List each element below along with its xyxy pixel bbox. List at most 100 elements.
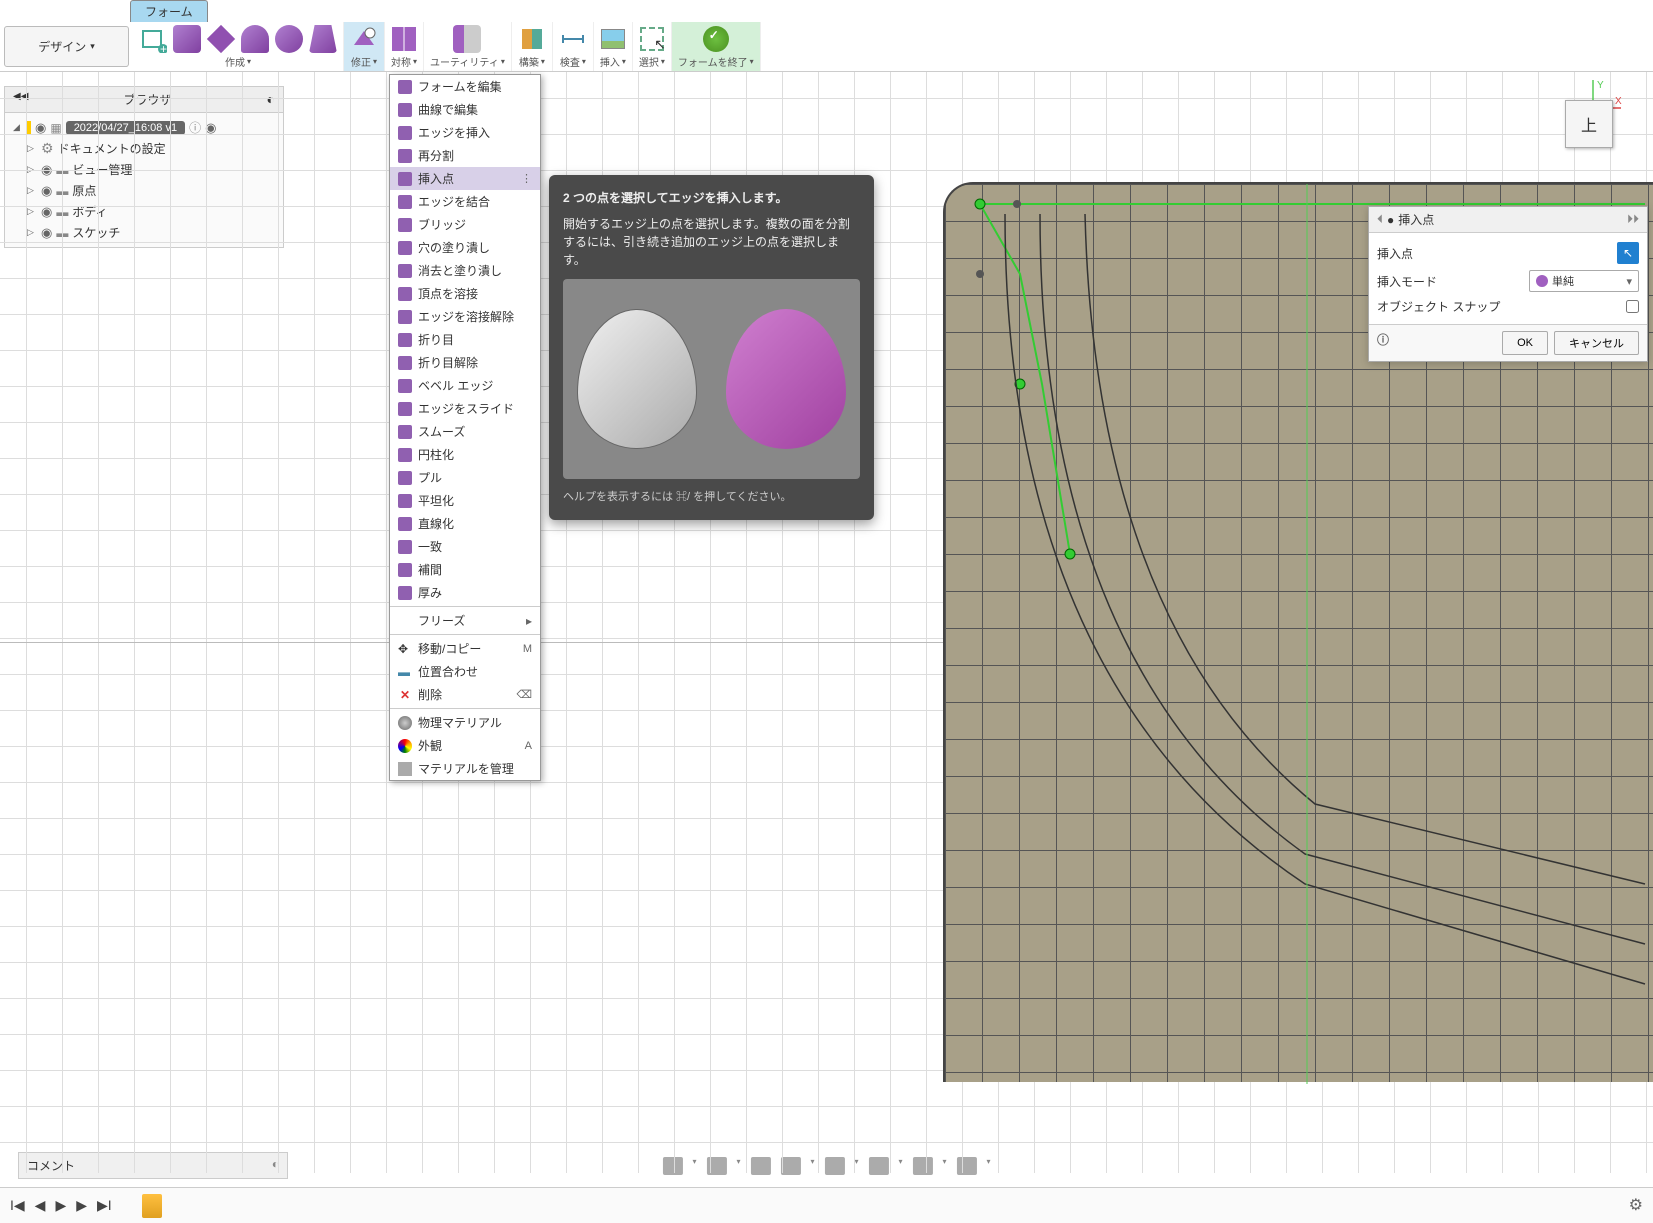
menu-item-20[interactable]: 一致 (390, 535, 540, 558)
edit-form-icon[interactable] (350, 25, 378, 53)
menu-freeze[interactable]: フリーズ (390, 609, 540, 632)
toolgroup-construct[interactable]: 構築 (512, 22, 553, 71)
toolgroup-create[interactable]: + 作成 (133, 22, 344, 71)
snap-checkbox[interactable] (1626, 300, 1639, 313)
menu-item-9[interactable]: 頂点を溶接 (390, 282, 540, 305)
panel-info-icon[interactable]: ⓘ (1377, 331, 1389, 355)
finish-icon[interactable] (703, 26, 729, 52)
menu-item-14[interactable]: エッジをスライド (390, 397, 540, 420)
menu-item-icon (398, 471, 412, 485)
toolgroup-modify[interactable]: 修正 (344, 22, 385, 71)
timeline-feature[interactable] (142, 1194, 162, 1218)
measure-icon[interactable] (559, 25, 587, 53)
timeline-prev[interactable]: ◀ (35, 1197, 46, 1214)
menu-manage-materials[interactable]: マテリアルを管理 (390, 757, 540, 780)
workspace-switcher[interactable]: デザイン ▾ (4, 26, 129, 67)
create-label[interactable]: 作成 (225, 54, 251, 69)
menu-item-4[interactable]: 挿入点⋮ (390, 167, 540, 190)
timeline: I◀ ◀ ▶ ▶ ▶I (0, 1187, 1653, 1223)
sphere-icon[interactable] (275, 25, 303, 53)
modify-label[interactable]: 修正 (351, 54, 377, 69)
appearance-icon (398, 739, 412, 753)
menu-item-icon (398, 195, 412, 209)
utility-label[interactable]: ユーティリティ (430, 54, 505, 69)
vertex-1[interactable] (975, 199, 985, 209)
menu-item-icon (398, 586, 412, 600)
plane-icon[interactable] (207, 25, 235, 53)
menu-item-21[interactable]: 補間 (390, 558, 540, 581)
menu-item-19[interactable]: 直線化 (390, 512, 540, 535)
menu-item-icon (398, 517, 412, 531)
symmetry-label[interactable]: 対称 (391, 54, 417, 69)
panel-header[interactable]: ⏴●挿入点⏵⏵ (1369, 207, 1647, 233)
create-plane-icon[interactable]: + (139, 25, 167, 53)
menu-item-7[interactable]: 穴の塗り潰し (390, 236, 540, 259)
panel-dot-icon: ● (1387, 213, 1394, 227)
toolgroup-select[interactable]: ↖ 選択 (633, 22, 672, 71)
timeline-start[interactable]: I◀ (10, 1197, 25, 1214)
timeline-play[interactable]: ▶ (55, 1197, 66, 1214)
workspace-label: デザイン (38, 38, 86, 55)
insert-label[interactable]: 挿入 (600, 54, 626, 69)
tooltip-body: 開始するエッジ上の点を選択します。複数の面を分割するには、引き続き追加のエッジ上… (563, 215, 860, 269)
menu-item-8[interactable]: 消去と塗り潰し (390, 259, 540, 282)
select-box-icon[interactable]: ↖ (640, 27, 664, 51)
toolgroup-finish[interactable]: フォームを終了 (672, 22, 761, 71)
menu-item-6[interactable]: ブリッジ (390, 213, 540, 236)
physmat-icon (398, 716, 412, 730)
menu-appearance[interactable]: 外観A (390, 734, 540, 757)
menu-item-0[interactable]: フォームを編集 (390, 75, 540, 98)
menu-item-icon (398, 333, 412, 347)
menu-item-10[interactable]: エッジを溶接解除 (390, 305, 540, 328)
insert-mode-select[interactable]: 単純 (1529, 270, 1639, 292)
menu-item-16[interactable]: 円柱化 (390, 443, 540, 466)
menu-item-5[interactable]: エッジを結合 (390, 190, 540, 213)
finish-label[interactable]: フォームを終了 (678, 54, 754, 69)
timeline-end[interactable]: ▶I (97, 1197, 112, 1214)
select-label[interactable]: 選択 (639, 54, 665, 69)
menu-item-15[interactable]: スムーズ (390, 420, 540, 443)
menu-item-icon (398, 264, 412, 278)
vertex-3[interactable] (976, 270, 984, 278)
menu-item-22[interactable]: 厚み (390, 581, 540, 604)
panel-title: 挿入点 (1398, 211, 1434, 228)
menu-item-icon (398, 287, 412, 301)
menu-item-18[interactable]: 平坦化 (390, 489, 540, 512)
quadball-icon[interactable] (309, 25, 337, 53)
toolgroup-utility[interactable]: ユーティリティ (424, 22, 512, 71)
vertex-5[interactable] (1065, 549, 1075, 559)
menu-item-11[interactable]: 折り目 (390, 328, 540, 351)
box-icon[interactable] (173, 25, 201, 53)
view-cube[interactable]: 上 (1565, 100, 1613, 148)
insert-image-icon[interactable] (601, 29, 625, 49)
cylinder-icon[interactable] (241, 25, 269, 53)
menu-delete[interactable]: ✕削除⌫ (390, 683, 540, 706)
menu-align[interactable]: ▬位置合わせ (390, 660, 540, 683)
menu-item-1[interactable]: 曲線で編集 (390, 98, 540, 121)
toolgroup-insert[interactable]: 挿入 (594, 22, 633, 71)
toolgroup-inspect[interactable]: 検査 (553, 22, 594, 71)
timeline-next[interactable]: ▶ (76, 1197, 87, 1214)
vertex-2[interactable] (1013, 200, 1021, 208)
menu-item-12[interactable]: 折り目解除 (390, 351, 540, 374)
panel-row-insertpoint: 挿入点↖ (1377, 239, 1639, 267)
menu-item-13[interactable]: ベベル エッジ (390, 374, 540, 397)
utility-icon[interactable] (453, 25, 481, 53)
tab-form[interactable]: フォーム (130, 0, 208, 22)
menu-item-2[interactable]: エッジを挿入 (390, 121, 540, 144)
menu-physical-material[interactable]: 物理マテリアル (390, 711, 540, 734)
mirror-icon[interactable] (392, 27, 416, 51)
selection-cursor-button[interactable]: ↖ (1617, 242, 1639, 264)
menu-item-icon (398, 356, 412, 370)
construct-icon[interactable] (518, 25, 546, 53)
menu-item-icon (398, 126, 412, 140)
construct-label[interactable]: 構築 (519, 54, 545, 69)
cancel-button[interactable]: キャンセル (1554, 331, 1639, 355)
menu-move-copy[interactable]: ✥移動/コピーM (390, 637, 540, 660)
ok-button[interactable]: OK (1502, 331, 1548, 355)
menu-item-3[interactable]: 再分割 (390, 144, 540, 167)
menu-item-17[interactable]: プル (390, 466, 540, 489)
toolgroup-symmetry[interactable]: 対称 (385, 22, 424, 71)
settings-gear-icon[interactable]: ⚙ (1629, 1195, 1643, 1215)
inspect-label[interactable]: 検査 (560, 54, 586, 69)
